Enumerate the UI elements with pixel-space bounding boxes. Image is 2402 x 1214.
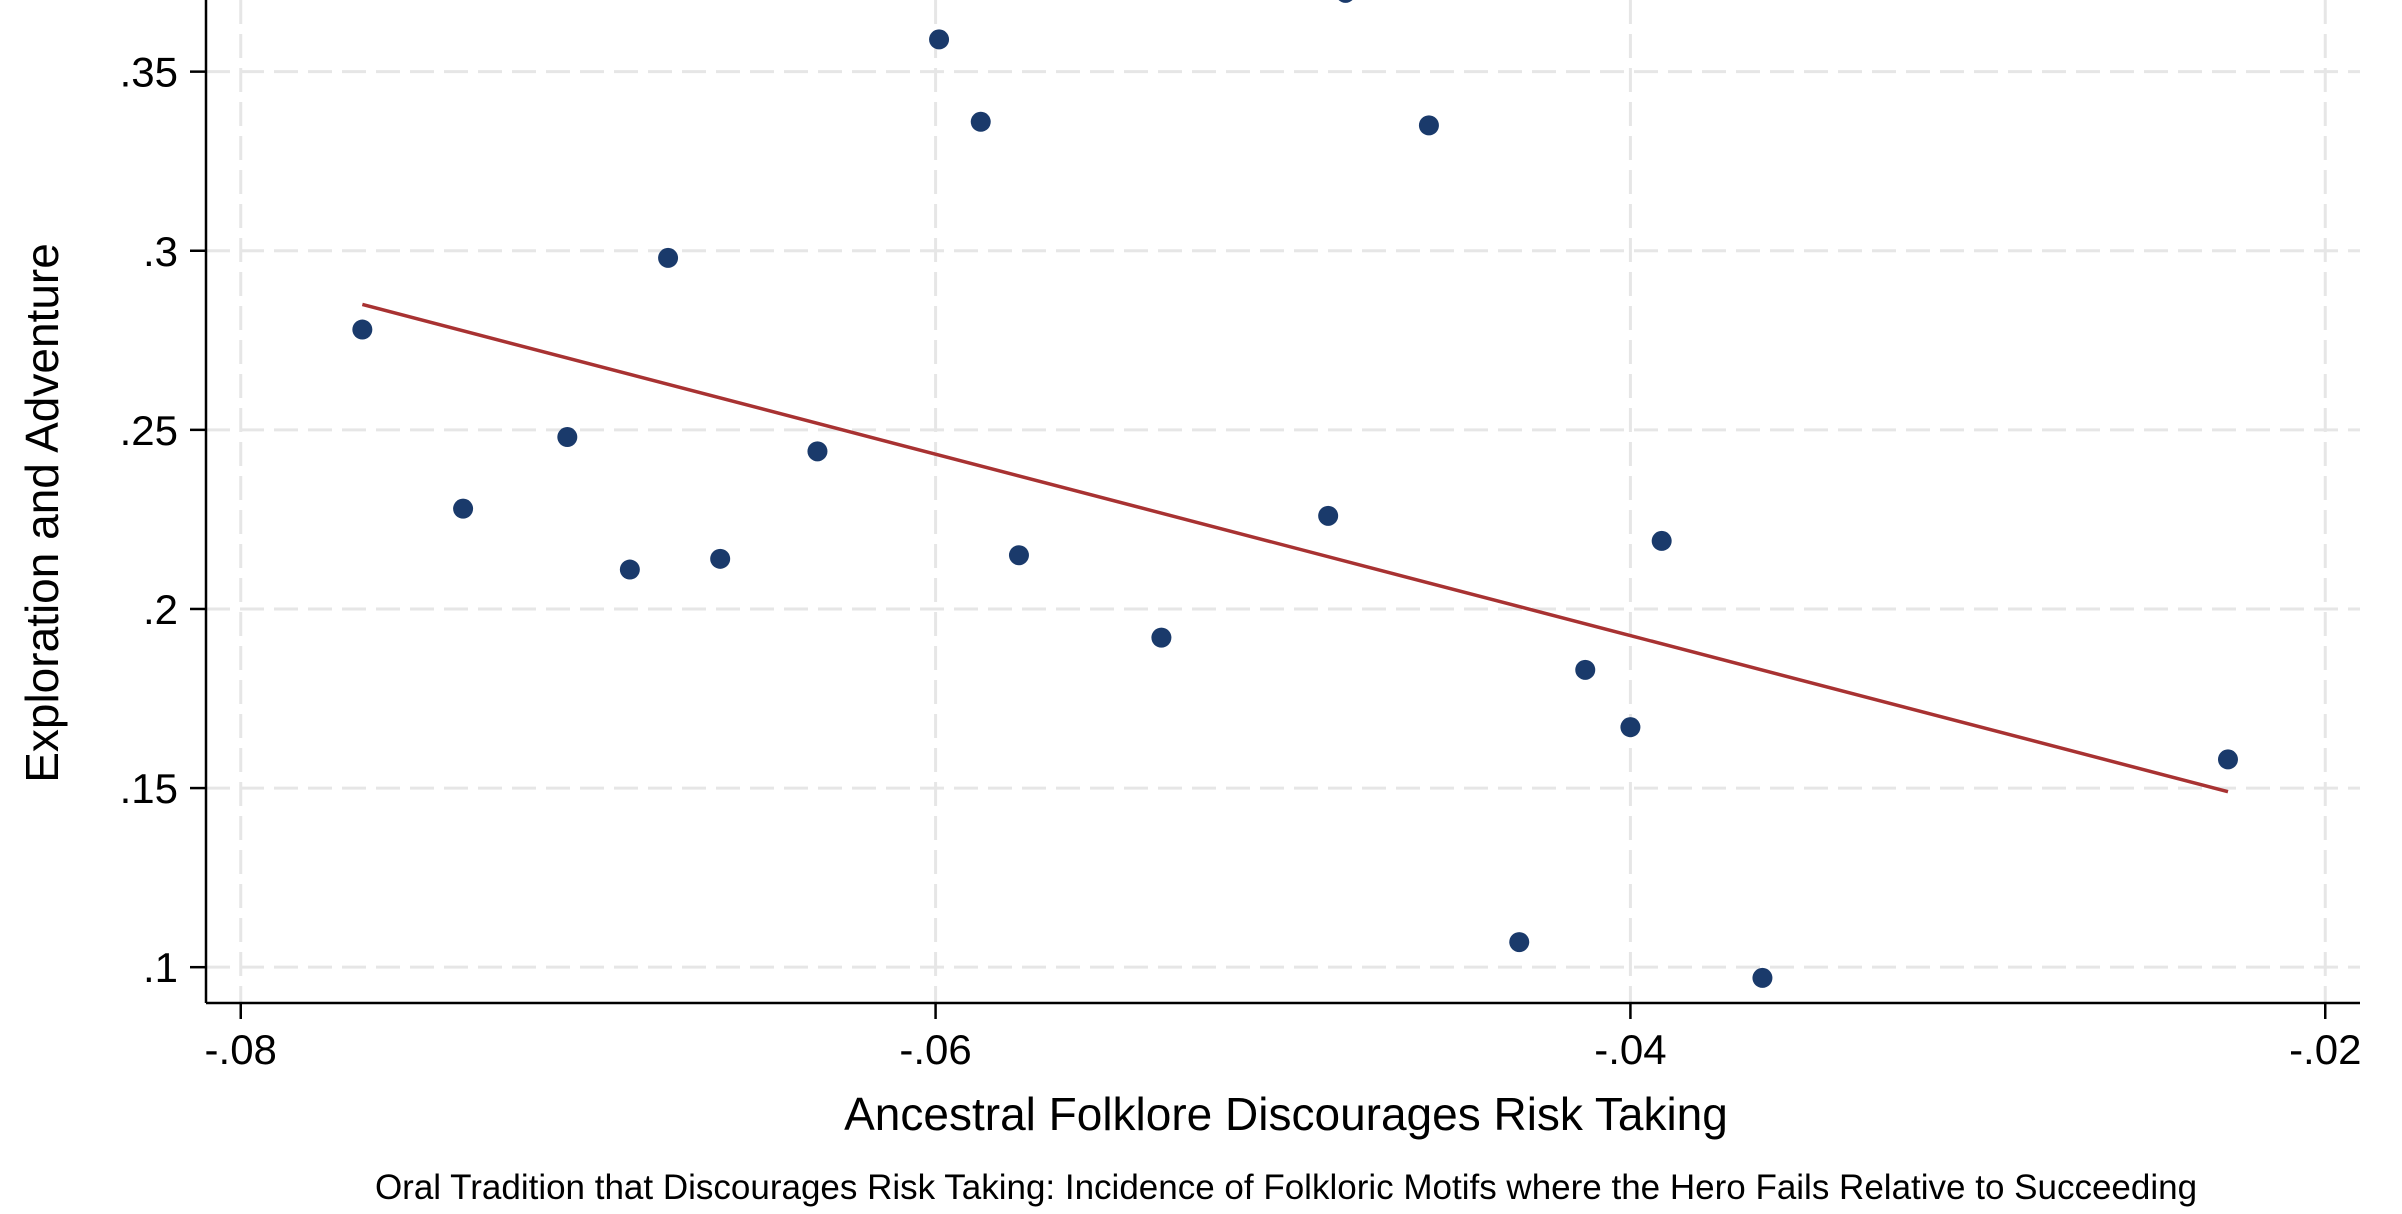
y-tick-label: .1 bbox=[143, 944, 178, 991]
data-point bbox=[1318, 505, 1339, 526]
fit-line bbox=[361, 302, 2229, 794]
data-point bbox=[557, 427, 578, 448]
data-point bbox=[453, 498, 474, 519]
data-point bbox=[1151, 627, 1172, 648]
data-point bbox=[1752, 967, 1773, 988]
data-point bbox=[970, 111, 991, 132]
data-point bbox=[619, 559, 640, 580]
data-point bbox=[1338, 0, 1353, 3]
data-point bbox=[1651, 530, 1672, 551]
data-point bbox=[1620, 717, 1641, 738]
x-tick-label: -.06 bbox=[899, 1026, 971, 1073]
data-point bbox=[352, 319, 373, 340]
data-point bbox=[929, 29, 950, 50]
y-tick-label: .3 bbox=[143, 228, 178, 275]
y-tick-label: .2 bbox=[143, 586, 178, 633]
data-points bbox=[352, 0, 2238, 988]
y-tick-label: .15 bbox=[120, 765, 178, 812]
data-point bbox=[2217, 749, 2238, 770]
y-tick-label: .35 bbox=[120, 49, 178, 96]
data-point bbox=[1008, 545, 1029, 566]
x-tick-label: -.02 bbox=[2289, 1026, 2361, 1073]
y-axis-title: Exploration and Adventure bbox=[16, 243, 68, 783]
y-tick-label: .25 bbox=[120, 407, 178, 454]
chart-caption: Oral Tradition that Discourages Risk Tak… bbox=[375, 1168, 2197, 1207]
data-point bbox=[1418, 115, 1439, 136]
x-axis-title: Ancestral Folklore Discourages Risk Taki… bbox=[844, 1088, 1728, 1140]
data-point bbox=[658, 247, 679, 268]
data-point bbox=[807, 441, 828, 462]
axes bbox=[190, 0, 2360, 1019]
fit-line-group bbox=[361, 302, 2229, 794]
x-tick-label: -.08 bbox=[205, 1026, 277, 1073]
data-point bbox=[1509, 932, 1530, 953]
x-tick-label: -.04 bbox=[1594, 1026, 1666, 1073]
data-point bbox=[1575, 659, 1596, 680]
data-point bbox=[710, 548, 731, 569]
tick-labels: -.08 -.06 -.04 -.02 .1 .15 .2 .25 .3 .35 bbox=[120, 49, 2362, 1073]
